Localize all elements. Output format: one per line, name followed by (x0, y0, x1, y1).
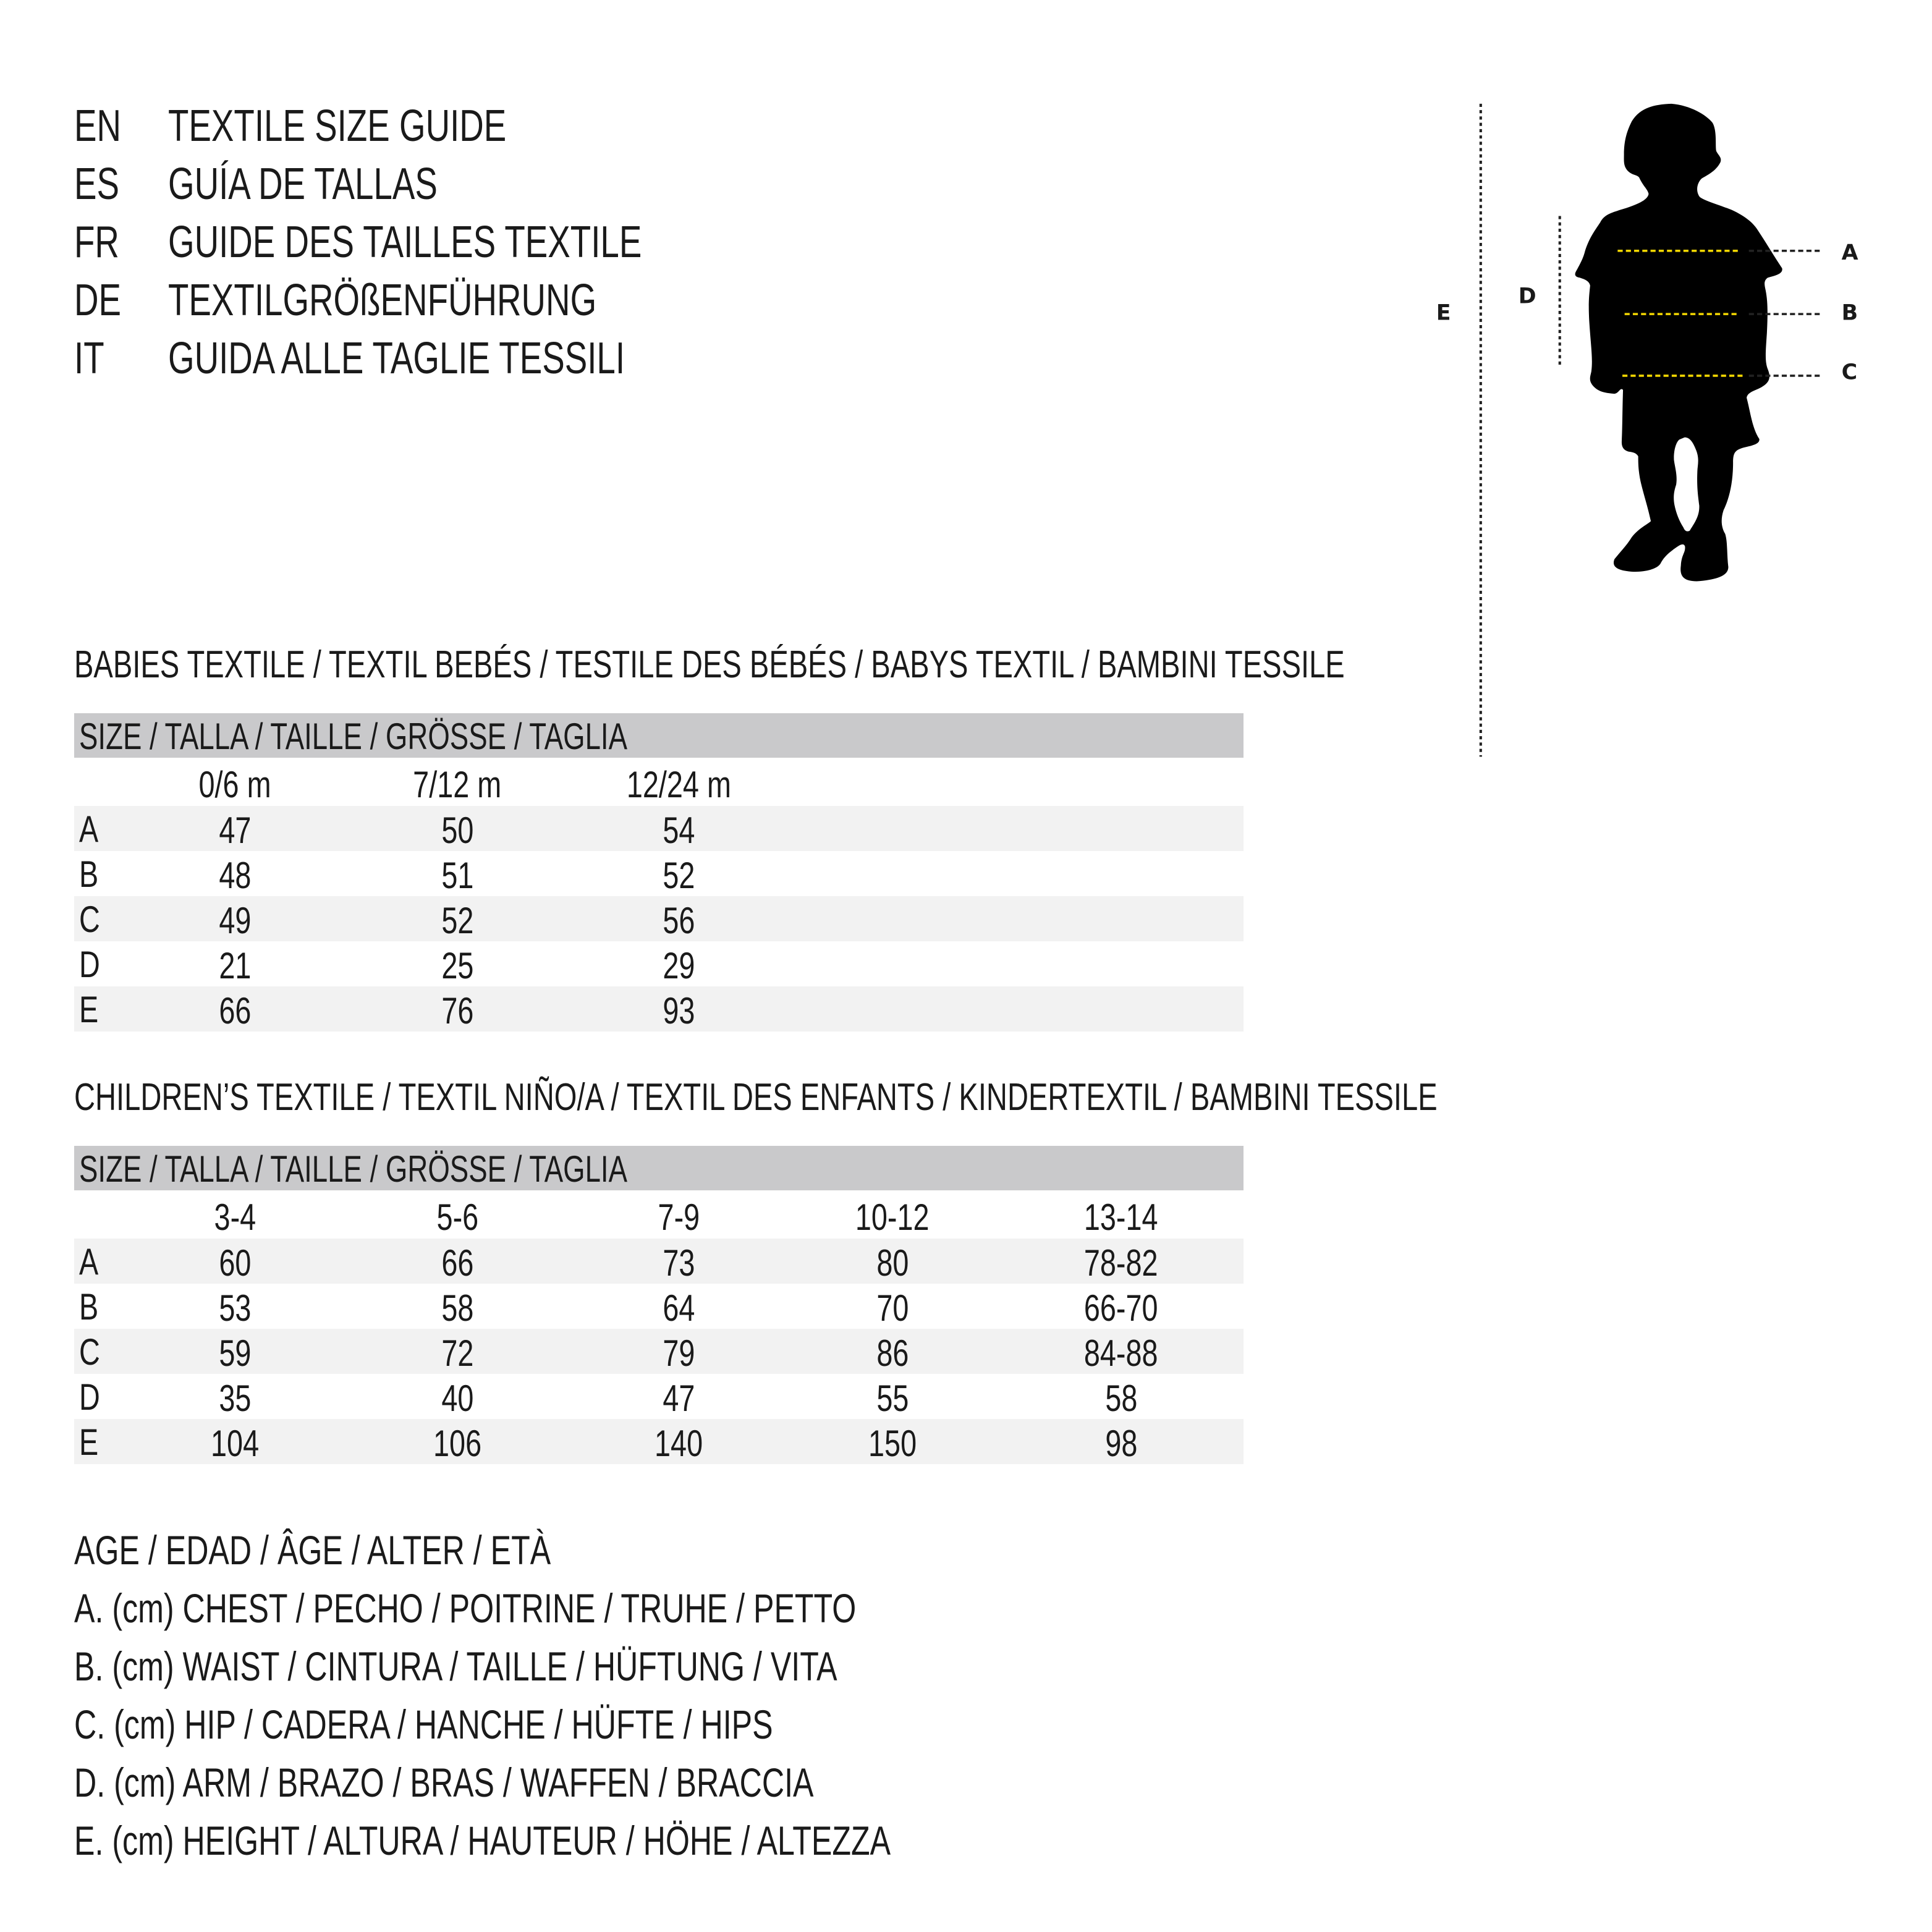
legend-age: AGE / EDAD / ÂGE / ALTER / ETÀ (74, 1527, 551, 1573)
babies-section-title: BABIES TEXTILE / TEXTIL BEBÉS / TESTILE … (74, 643, 1345, 686)
lang-code-de: DE (74, 276, 122, 325)
legend-chest: A. (cm) CHEST / PECHO / POITRINE / TRUHE… (74, 1585, 857, 1631)
column-header-row: 0/6 m 7/12 m 12/24 m (74, 760, 1244, 805)
title-fr: GUIDE DES TAILLES TEXTILE (168, 218, 642, 267)
legend-arm: D. (cm) ARM / BRAZO / BRAS / WAFFEN / BR… (74, 1760, 814, 1805)
row-label: A (79, 808, 99, 850)
table-cell: 59 (218, 1332, 252, 1374)
table-row: E 104 106 140 150 98 (74, 1419, 1244, 1464)
child-silhouette (1575, 103, 1782, 582)
child-measurement-diagram: A B C D E (1436, 103, 1858, 757)
table-row: A 47 50 54 (74, 806, 1244, 851)
title-de: TEXTILGRÖßENFÜHRUNG (168, 276, 597, 325)
table-cell: 48 (218, 855, 252, 896)
babies-size-table: SIZE / TALLA / TAILLE / GRÖSSE / TAGLIA … (74, 713, 1244, 1035)
column-header: 7/12 m (413, 764, 502, 805)
label-d: D (1519, 284, 1536, 309)
table-cell: 51 (441, 855, 474, 896)
row-label: B (79, 1286, 99, 1328)
table-cell: 54 (662, 810, 695, 851)
column-header: 0/6 m (198, 764, 271, 805)
table-cell: 53 (218, 1287, 252, 1329)
row-label: E (79, 1421, 99, 1463)
table-cell: 50 (441, 810, 474, 851)
children-section-title: CHILDREN’S TEXTILE / TEXTIL NIÑO/A / TEX… (74, 1076, 1438, 1119)
table-cell: 55 (876, 1378, 909, 1419)
table-cell: 40 (441, 1378, 474, 1419)
label-b: B (1842, 300, 1858, 325)
table-cell: 80 (876, 1242, 909, 1284)
title-es: GUÍA DE TALLAS (168, 159, 438, 209)
table-cell: 66 (218, 990, 252, 1032)
table-row: C 49 52 56 (74, 896, 1244, 941)
title-en: TEXTILE SIZE GUIDE (168, 101, 507, 151)
table-cell: 56 (662, 900, 695, 941)
table-cell: 140 (654, 1423, 703, 1464)
table-cell: 78-82 (1084, 1242, 1158, 1284)
legend-height: E. (cm) HEIGHT / ALTURA / HAUTEUR / HÖHE… (74, 1818, 891, 1863)
table-cell: 60 (218, 1242, 252, 1284)
column-header: 7-9 (658, 1197, 700, 1238)
row-label: C (79, 899, 100, 940)
table-cell: 35 (218, 1378, 252, 1419)
row-label: B (79, 854, 99, 895)
table-row: E 66 76 93 (74, 986, 1244, 1032)
column-header-row: 3-4 5-6 7-9 10-12 13-14 (74, 1193, 1244, 1238)
table-cell: 49 (218, 900, 252, 941)
column-header: 5-6 (436, 1197, 478, 1238)
table-row: B 48 51 52 (74, 851, 1244, 896)
lang-code-fr: FR (74, 218, 119, 267)
table-cell: 58 (1104, 1378, 1138, 1419)
table-cell: 47 (662, 1378, 695, 1419)
table-cell: 21 (218, 945, 252, 986)
column-header: 3-4 (214, 1197, 256, 1238)
title-it: GUIDA ALLE TAGLIE TESSILI (168, 334, 625, 383)
table-cell: 66-70 (1084, 1287, 1158, 1329)
table-row: D 35 40 47 55 58 (74, 1374, 1244, 1419)
table-cell: 106 (433, 1423, 482, 1464)
table-row: B 53 58 64 70 66-70 (74, 1284, 1244, 1329)
table-cell: 84-88 (1084, 1332, 1158, 1374)
table-cell: 93 (662, 990, 695, 1032)
table-cell: 70 (876, 1287, 909, 1329)
label-a: A (1842, 240, 1858, 265)
size-header-bar: SIZE / TALLA / TAILLE / GRÖSSE / TAGLIA (74, 713, 1244, 758)
table-cell: 66 (441, 1242, 474, 1284)
label-c: C (1842, 360, 1858, 385)
table-cell: 150 (868, 1423, 917, 1464)
table-cell: 58 (441, 1287, 474, 1329)
lang-code-es: ES (74, 159, 119, 209)
row-label: A (79, 1241, 99, 1282)
lang-code-en: EN (74, 101, 122, 151)
table-cell: 64 (662, 1287, 695, 1329)
table-cell: 52 (441, 900, 474, 941)
row-label: D (79, 1376, 100, 1418)
row-label: D (79, 944, 100, 985)
table-cell: 79 (662, 1332, 695, 1374)
legend-waist: B. (cm) WAIST / CINTURA / TAILLE / HÜFTU… (74, 1643, 837, 1689)
table-cell: 29 (662, 945, 695, 986)
row-label: C (79, 1331, 100, 1373)
table-cell: 73 (662, 1242, 695, 1284)
table-cell: 72 (441, 1332, 474, 1374)
table-cell: 86 (876, 1332, 909, 1374)
label-e: E (1436, 300, 1451, 325)
column-header: 13-14 (1084, 1197, 1158, 1238)
column-header: 10-12 (855, 1197, 930, 1238)
table-row: A 60 66 73 80 78-82 (74, 1239, 1244, 1284)
row-label: E (79, 989, 99, 1030)
table-cell: 76 (441, 990, 474, 1032)
table-cell: 104 (210, 1423, 260, 1464)
size-header-bar: SIZE / TALLA / TAILLE / GRÖSSE / TAGLIA (74, 1146, 1244, 1190)
children-size-table: SIZE / TALLA / TAILLE / GRÖSSE / TAGLIA … (74, 1146, 1244, 1467)
table-cell: 25 (441, 945, 474, 986)
table-row: C 59 72 79 86 84-88 (74, 1329, 1244, 1374)
legend-hip: C. (cm) HIP / CADERA / HANCHE / HÜFTE / … (74, 1701, 773, 1747)
table-row: D 21 25 29 (74, 941, 1244, 986)
lang-code-it: IT (74, 334, 104, 383)
table-cell: 47 (218, 810, 252, 851)
column-header: 12/24 m (626, 764, 731, 805)
table-cell: 52 (662, 855, 695, 896)
table-cell: 98 (1104, 1423, 1138, 1464)
